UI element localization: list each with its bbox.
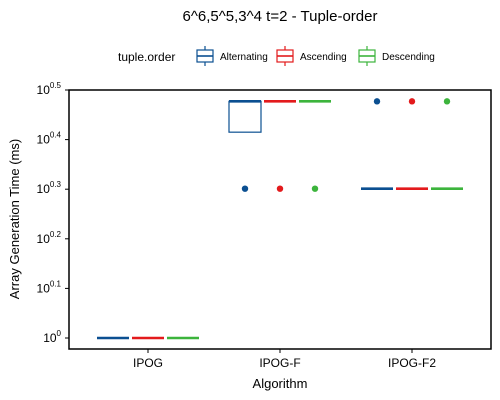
y-tick-label-base: 10 [37, 83, 51, 97]
series-ascending [132, 98, 428, 340]
chart-marks [97, 98, 463, 340]
y-tick-label: 100 [43, 329, 61, 345]
x-axis: IPOG IPOG-F IPOG-F2 [133, 349, 436, 370]
outlier-point [276, 185, 284, 192]
y-tick-label: 100.1 [37, 279, 62, 295]
outlier-point [408, 98, 416, 105]
legend-label: Ascending [300, 52, 347, 63]
y-tick-label-base: 10 [37, 182, 51, 196]
chart-title: 6^6,5^5,3^4 t=2 - Tuple-order [183, 8, 378, 25]
legend-title: tuple.order [118, 50, 175, 64]
y-tick-label-exponent: 0 [57, 329, 62, 338]
x-tick-label: IPOG-F2 [388, 356, 436, 370]
legend-key-ascending [276, 46, 294, 66]
outlier-point [311, 185, 319, 192]
legend-label: Alternating [220, 52, 268, 63]
box [228, 100, 262, 133]
x-axis-title: Algorithm [253, 376, 308, 391]
y-tick-label-exponent: 0.2 [50, 230, 62, 239]
series-descending [167, 98, 463, 340]
series-alternating [97, 98, 393, 340]
y-tick-label-base: 10 [37, 232, 51, 246]
legend: tuple.order Alternating Ascending Descendi… [118, 46, 435, 66]
outlier-point [373, 98, 381, 105]
x-tick-label: IPOG [133, 356, 163, 370]
plot-area [68, 89, 492, 350]
y-tick-label-base: 10 [37, 133, 51, 147]
y-axis-title: Array Generation Time (ms) [7, 139, 22, 299]
y-tick-label: 100.4 [37, 131, 62, 147]
legend-label: Descending [382, 52, 435, 63]
y-tick-label-base: 10 [37, 281, 51, 295]
legend-key-descending [358, 46, 376, 66]
outlier-point [443, 98, 451, 105]
y-tick-label-base: 10 [43, 331, 57, 345]
outlier-point [241, 185, 249, 192]
y-tick-label-exponent: 0.3 [50, 180, 62, 189]
y-tick-label-exponent: 0.4 [50, 131, 62, 140]
y-tick-label-exponent: 0.5 [50, 81, 62, 90]
y-tick-label: 100.2 [37, 230, 62, 246]
y-tick-label: 100.3 [37, 180, 62, 196]
x-tick-label: IPOG-F [259, 356, 300, 370]
y-tick-label: 100.5 [37, 81, 62, 97]
y-tick-label-exponent: 0.1 [50, 279, 62, 288]
legend-key-alternating [196, 46, 214, 66]
plot-panel-border [68, 89, 492, 350]
